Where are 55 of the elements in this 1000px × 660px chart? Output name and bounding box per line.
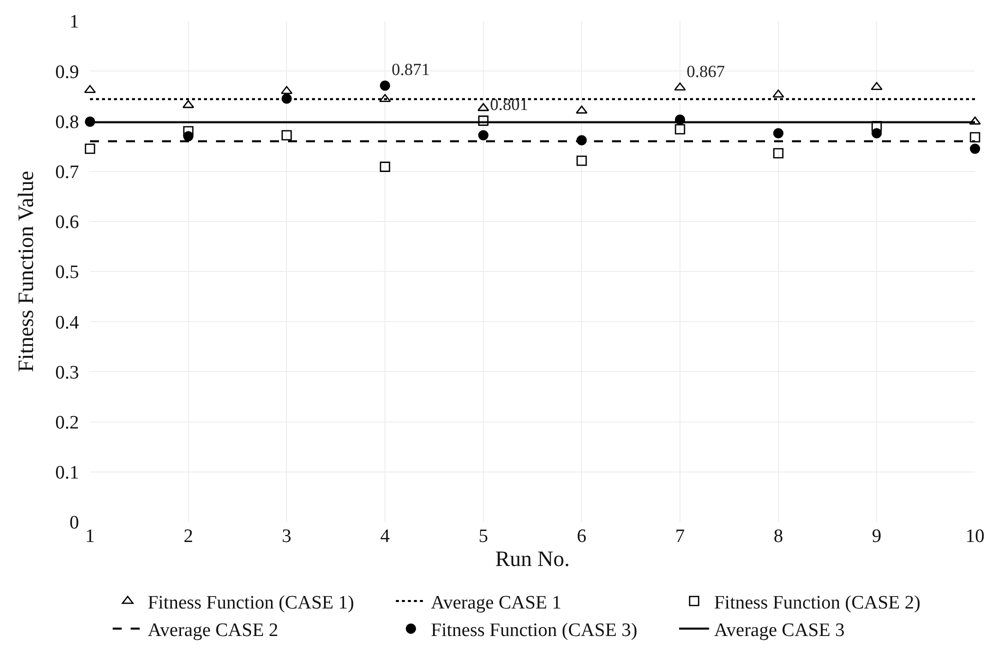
point <box>183 131 194 142</box>
point <box>970 132 980 142</box>
x-tick-label: 7 <box>675 526 685 547</box>
y-tick-label: 0.7 <box>55 162 79 183</box>
legend-label: Fitness Function (CASE 2) <box>714 592 920 614</box>
point <box>282 94 292 104</box>
x-tick-label: 9 <box>872 526 882 547</box>
point <box>183 126 194 136</box>
point <box>773 128 784 138</box>
legend-label: Average CASE 2 <box>148 620 278 642</box>
x-tick-label: 8 <box>774 526 784 547</box>
y-tick-label: 0.6 <box>55 212 79 234</box>
x-axis-title: Run No. <box>495 546 570 571</box>
point <box>674 82 686 91</box>
y-tick-label: 0.2 <box>55 412 79 434</box>
x-tick-label: 2 <box>184 526 194 547</box>
y-tick-label: 0.5 <box>55 262 79 284</box>
y-tick-label: 0.4 <box>55 312 80 334</box>
x-tick-label: 5 <box>478 526 488 547</box>
point <box>870 82 883 90</box>
data-label: 0.801 <box>490 94 528 114</box>
point <box>380 80 390 91</box>
point <box>282 130 292 140</box>
point <box>872 128 882 138</box>
point <box>970 144 980 154</box>
x-tick-label: 1 <box>85 526 95 547</box>
legend-label: Average CASE 1 <box>430 592 562 614</box>
y-tick-label: 0 <box>70 512 79 534</box>
legend-label: Average CASE 3 <box>714 620 845 642</box>
y-tick-label: 0.8 <box>55 112 79 133</box>
x-tick-label: 4 <box>380 526 390 547</box>
x-tick-label: 6 <box>576 526 586 547</box>
point <box>380 162 390 172</box>
point <box>969 116 981 125</box>
point <box>84 84 96 94</box>
y-tick-label: 1 <box>70 12 79 33</box>
x-tick-label: 3 <box>282 526 292 547</box>
x-tick-label: 10 <box>966 526 984 547</box>
point <box>674 124 686 134</box>
y-tick-label: 0.1 <box>55 462 79 484</box>
point <box>576 135 587 146</box>
y-tick-label: 0.3 <box>55 362 79 384</box>
data-label: 0.871 <box>392 60 430 79</box>
point <box>280 86 293 94</box>
legend-label: Fitness Function (CASE 1) <box>148 592 354 614</box>
point <box>773 148 784 158</box>
point <box>379 94 391 102</box>
point <box>84 144 96 154</box>
data-label: 0.867 <box>686 62 726 81</box>
point <box>478 130 488 140</box>
y-tick-label: 0.9 <box>55 62 79 83</box>
y-axis-title: Fitness Function Value <box>13 170 38 372</box>
legend-label: Fitness Function (CASE 3) <box>430 620 638 642</box>
point <box>478 116 488 126</box>
point <box>576 156 587 166</box>
